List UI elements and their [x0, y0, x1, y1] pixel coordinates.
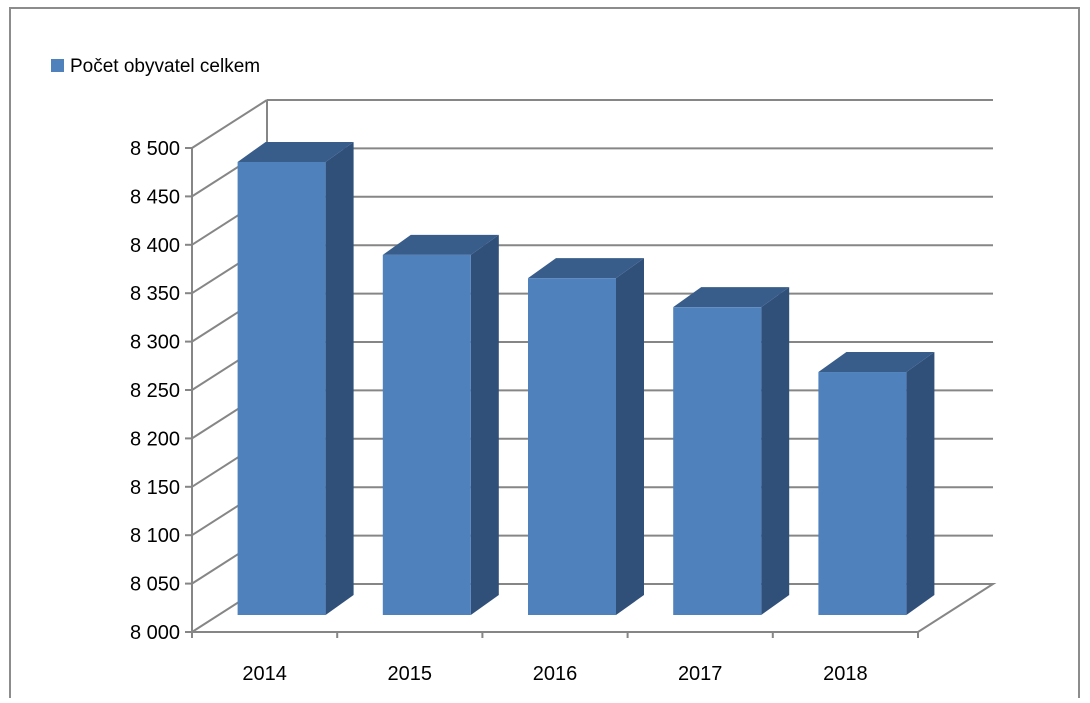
x-tick-label: 2015: [388, 663, 433, 685]
y-tick-label: 8 450: [130, 186, 180, 208]
y-tick-label: 8 250: [130, 380, 180, 402]
bar-side: [325, 141, 354, 615]
y-tick-label: 8 150: [130, 477, 180, 499]
bar-top: [818, 352, 935, 373]
bar: [818, 352, 935, 615]
y-tick-label: 8 500: [130, 138, 180, 160]
legend-label: Počet obyvatel celkem: [70, 56, 260, 77]
bar-top: [528, 258, 644, 279]
bar-side: [616, 258, 644, 615]
y-tick-label: 8 200: [130, 428, 180, 450]
bar: [673, 287, 790, 615]
gridline-diagonal: [191, 99, 268, 149]
y-tick-label: 8 350: [130, 283, 180, 305]
bar-top: [382, 234, 499, 255]
bar-top: [673, 287, 790, 308]
bar-front: [528, 278, 616, 615]
bar-front: [237, 161, 326, 615]
bar-top: [237, 141, 354, 162]
legend-swatch-icon: [51, 59, 64, 72]
y-tick-label: 8 300: [130, 332, 180, 354]
bar-front: [382, 254, 471, 616]
x-tick-label: 2017: [678, 663, 723, 685]
bar-side: [906, 352, 935, 615]
bars: [237, 141, 935, 616]
y-tick-label: 8 400: [130, 235, 180, 257]
y-tick-label: 8 050: [130, 574, 180, 596]
bar: [528, 258, 644, 615]
bar-front: [818, 372, 907, 615]
x-tick-label: 2018: [823, 663, 868, 685]
legend: Počet obyvatel celkem: [51, 56, 260, 77]
axis-labels: 8 000 8 050 8 100 8 150 8 200 8 250 8 300 8 350…: [130, 138, 868, 685]
bar: [237, 141, 354, 615]
y-tick-label: 8 100: [130, 525, 180, 547]
x-tick-label: 2014: [242, 663, 287, 685]
bar-side: [761, 287, 790, 615]
bar-side: [470, 234, 499, 616]
bar: [382, 234, 499, 616]
x-tick-label: 2016: [533, 663, 578, 685]
y-tick-label: 8 000: [130, 622, 180, 644]
bar-front: [673, 307, 762, 615]
